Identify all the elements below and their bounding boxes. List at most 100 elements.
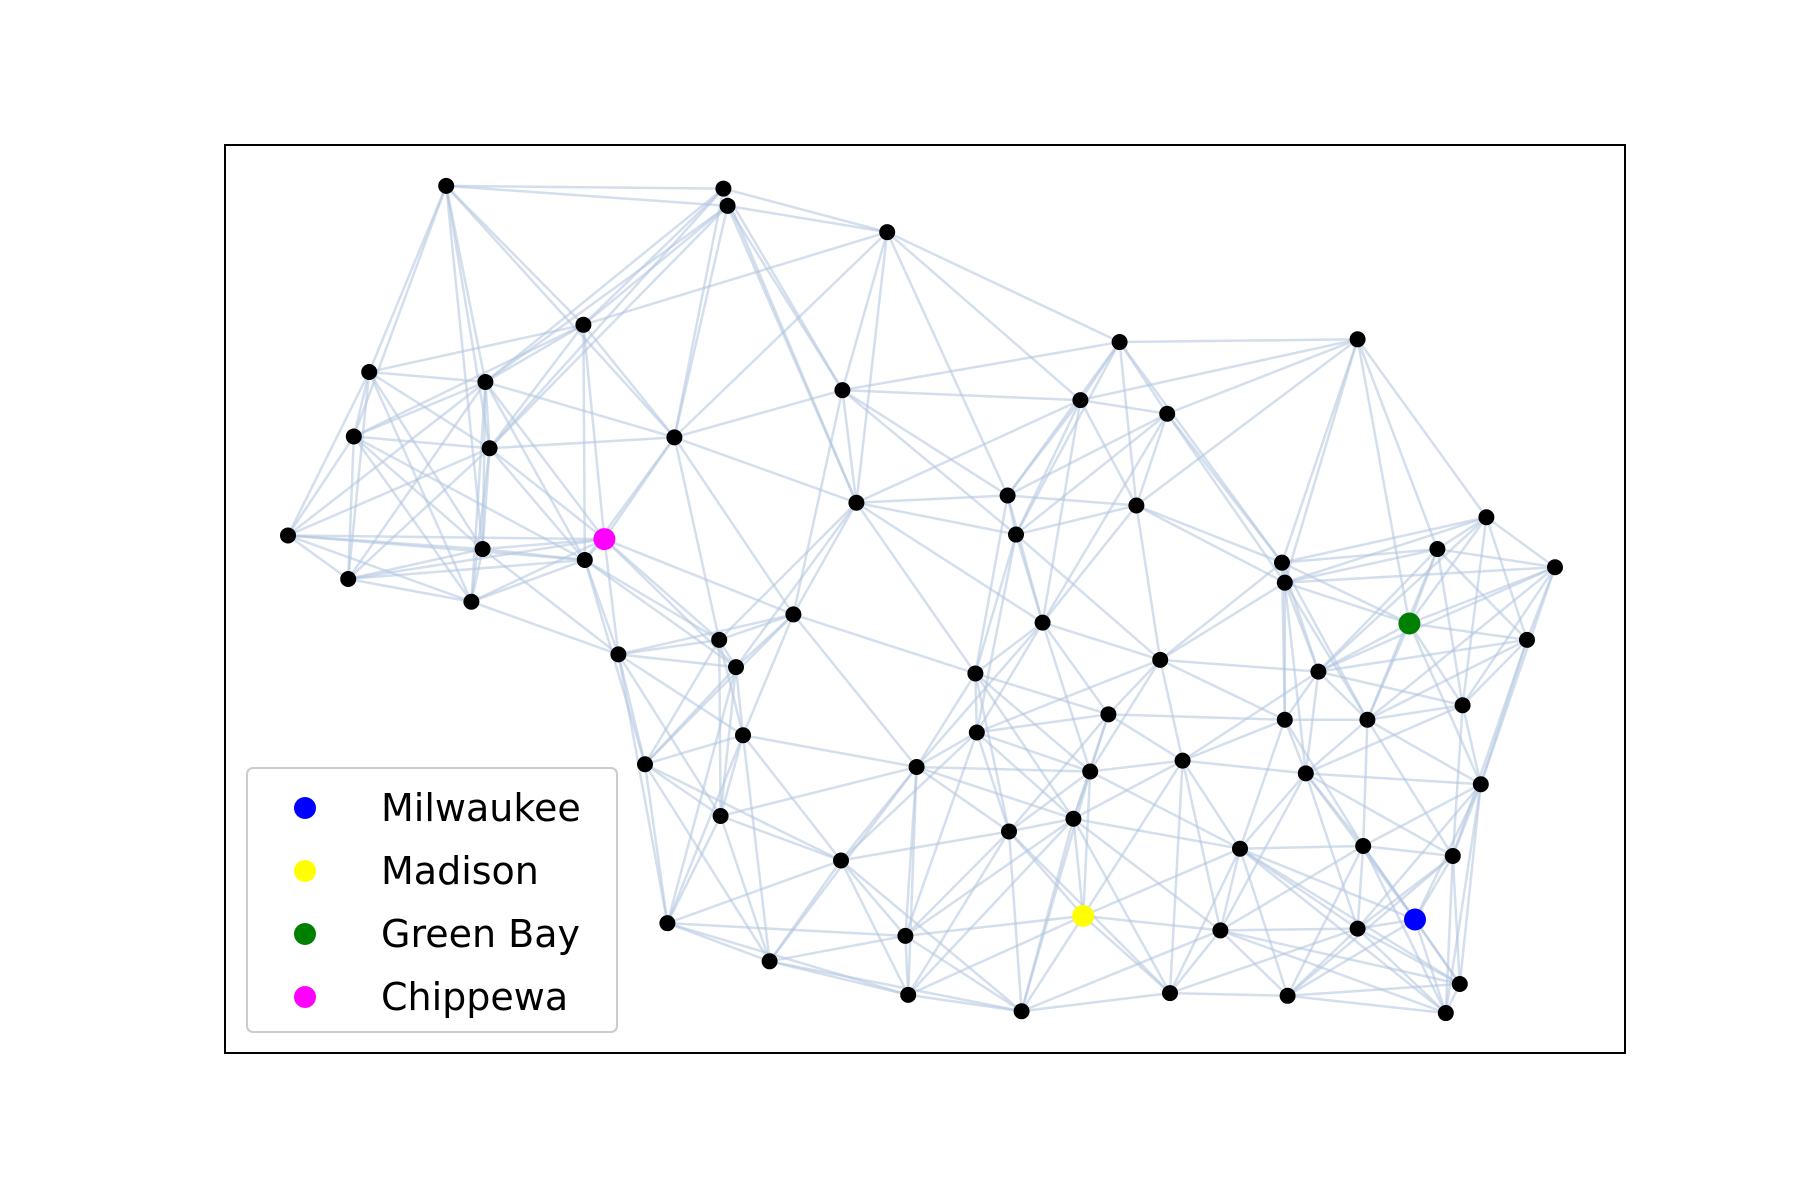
network-edge xyxy=(673,188,725,438)
network-edge xyxy=(644,763,722,818)
network-node xyxy=(575,316,592,333)
network-node xyxy=(1359,711,1376,728)
network-edge xyxy=(792,613,918,768)
network-edge xyxy=(1444,784,1483,1014)
network-edge xyxy=(1169,929,1222,994)
network-edge xyxy=(974,673,1011,832)
network-edge xyxy=(1182,718,1286,762)
network-edge xyxy=(666,859,842,925)
network-edge xyxy=(1239,772,1307,850)
network-node xyxy=(1276,574,1293,591)
network-edge xyxy=(1006,399,1082,497)
network-edge xyxy=(855,232,889,503)
network-edge xyxy=(470,448,491,602)
network-edge xyxy=(727,204,888,234)
network-edge xyxy=(1020,915,1085,1012)
network-edge xyxy=(582,187,725,326)
network-edge xyxy=(617,654,669,924)
network-node xyxy=(1297,765,1314,782)
network-edge xyxy=(842,340,1120,392)
network-node xyxy=(477,373,494,390)
network-edge xyxy=(583,559,647,765)
network-edge xyxy=(446,184,728,208)
network-edge xyxy=(1451,639,1529,857)
network-node xyxy=(361,364,378,380)
network-edge xyxy=(1283,670,1320,721)
network-edge xyxy=(1366,566,1556,721)
network-node xyxy=(1013,1003,1030,1020)
network-edge xyxy=(975,672,1109,716)
network-node xyxy=(1100,706,1117,723)
network-node xyxy=(1472,776,1489,793)
legend-label: Chippewa xyxy=(381,975,568,1019)
network-edge xyxy=(1283,582,1369,721)
network-node xyxy=(1519,631,1535,648)
network-edge xyxy=(287,447,491,537)
network-edge xyxy=(1317,548,1439,673)
network-node xyxy=(340,571,357,588)
network-edge xyxy=(584,558,720,641)
network-node xyxy=(1174,752,1191,769)
network-node xyxy=(637,756,653,773)
network-edge xyxy=(886,231,1009,497)
network-edge xyxy=(488,447,606,541)
network-edge xyxy=(1014,399,1082,536)
network-edge xyxy=(368,370,491,450)
network-edge xyxy=(1007,412,1168,497)
network-edge xyxy=(446,184,724,190)
network-edge xyxy=(1283,719,1307,774)
network-edge xyxy=(975,731,1075,820)
network-edge xyxy=(673,205,729,438)
network-edge xyxy=(1284,516,1487,584)
network-edge xyxy=(840,859,907,937)
network-edge xyxy=(666,666,738,924)
network-edge xyxy=(1356,338,1439,550)
network-edge xyxy=(484,381,586,561)
network-edge xyxy=(1118,341,1138,506)
network-edge xyxy=(1408,623,1482,785)
network-edge xyxy=(976,658,1161,734)
network-edge xyxy=(1083,914,1221,932)
network-edge xyxy=(582,204,729,326)
network-edge xyxy=(904,732,978,937)
network-edge xyxy=(484,187,725,383)
network-edge xyxy=(673,437,721,641)
network-edge xyxy=(603,538,620,655)
network-edge xyxy=(1159,658,1286,721)
network-edge xyxy=(1073,817,1241,850)
network-edge xyxy=(1281,516,1487,564)
network-edge xyxy=(915,731,978,769)
network-node xyxy=(848,494,865,511)
network-edge xyxy=(1283,582,1320,673)
network-edge xyxy=(1182,759,1306,775)
network-edge xyxy=(734,502,858,668)
network-edge xyxy=(618,653,737,669)
network-edge xyxy=(1461,638,1528,707)
network-edge xyxy=(904,830,1010,937)
network-edge xyxy=(974,534,1018,674)
network-edge xyxy=(470,558,586,603)
network-node xyxy=(438,177,455,194)
network-edge xyxy=(1220,927,1358,932)
network-node xyxy=(659,915,676,932)
network-edge xyxy=(1305,772,1481,786)
network-edge xyxy=(1135,338,1359,507)
network-edge xyxy=(348,537,605,581)
network-edge xyxy=(915,621,1044,768)
network-edge xyxy=(1219,929,1447,1015)
network-edge xyxy=(1362,783,1482,848)
network-edge xyxy=(347,577,472,603)
network-edge xyxy=(1409,622,1528,642)
network-edge xyxy=(481,381,487,550)
network-node xyxy=(1444,847,1461,864)
network-edge xyxy=(1015,533,1162,661)
network-edge xyxy=(1021,991,1171,1013)
network-edge xyxy=(1089,770,1241,850)
network-edge xyxy=(1362,845,1447,1014)
network-node xyxy=(908,758,925,775)
network-edge xyxy=(719,666,738,817)
network-edge xyxy=(974,495,1009,674)
network-edge xyxy=(1444,855,1455,1014)
network-edge xyxy=(1166,413,1286,584)
city-node-madison xyxy=(1072,904,1095,927)
